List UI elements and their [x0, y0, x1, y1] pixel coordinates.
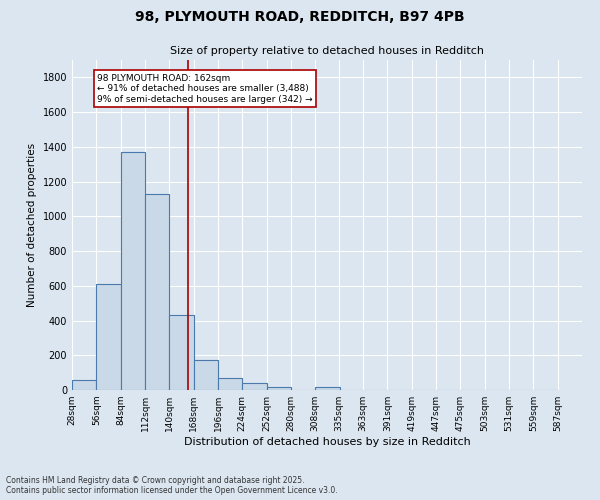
Bar — [315, 386, 340, 390]
Bar — [72, 380, 97, 390]
Text: Contains HM Land Registry data © Crown copyright and database right 2025.
Contai: Contains HM Land Registry data © Crown c… — [6, 476, 338, 495]
Text: 98, PLYMOUTH ROAD, REDDITCH, B97 4PB: 98, PLYMOUTH ROAD, REDDITCH, B97 4PB — [135, 10, 465, 24]
Y-axis label: Number of detached properties: Number of detached properties — [27, 143, 37, 307]
Bar — [242, 383, 266, 390]
Bar — [266, 386, 291, 390]
Bar — [218, 378, 242, 390]
Bar — [145, 194, 169, 390]
Bar — [194, 360, 218, 390]
Bar — [121, 152, 145, 390]
Title: Size of property relative to detached houses in Redditch: Size of property relative to detached ho… — [170, 46, 484, 56]
X-axis label: Distribution of detached houses by size in Redditch: Distribution of detached houses by size … — [184, 437, 470, 447]
Text: 98 PLYMOUTH ROAD: 162sqm
← 91% of detached houses are smaller (3,488)
9% of semi: 98 PLYMOUTH ROAD: 162sqm ← 91% of detach… — [97, 74, 313, 104]
Bar — [169, 316, 194, 390]
Bar — [97, 284, 121, 390]
